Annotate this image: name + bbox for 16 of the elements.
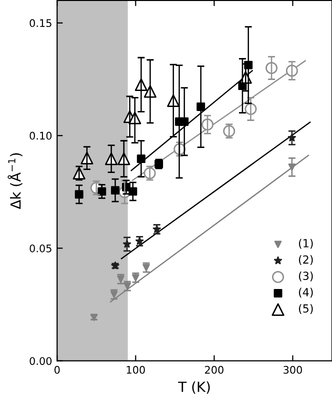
y-axis-title: Δk (Å$^{−1}$) (8, 153, 22, 210)
legend-label: (4) (298, 288, 313, 298)
y-tick-label: 0.05 (30, 244, 52, 252)
x-tick-label: 300 (284, 366, 302, 374)
x-tick-label: 200 (205, 366, 224, 374)
x-tick-label: 0 (54, 366, 60, 374)
x-axis-title: T (K) (178, 381, 210, 394)
y-tick-label: 0.15 (30, 19, 52, 28)
legend-label: (5) (298, 304, 313, 314)
legend-label: (1) (298, 238, 313, 249)
y-tick-label: 0.10 (30, 132, 52, 140)
point (74, 190, 84, 199)
legend-label: (3) (298, 271, 313, 282)
legend-label: (2) (298, 255, 313, 266)
x-tick-label: 100 (126, 366, 145, 374)
y-tick-label: 0.00 (30, 357, 52, 365)
